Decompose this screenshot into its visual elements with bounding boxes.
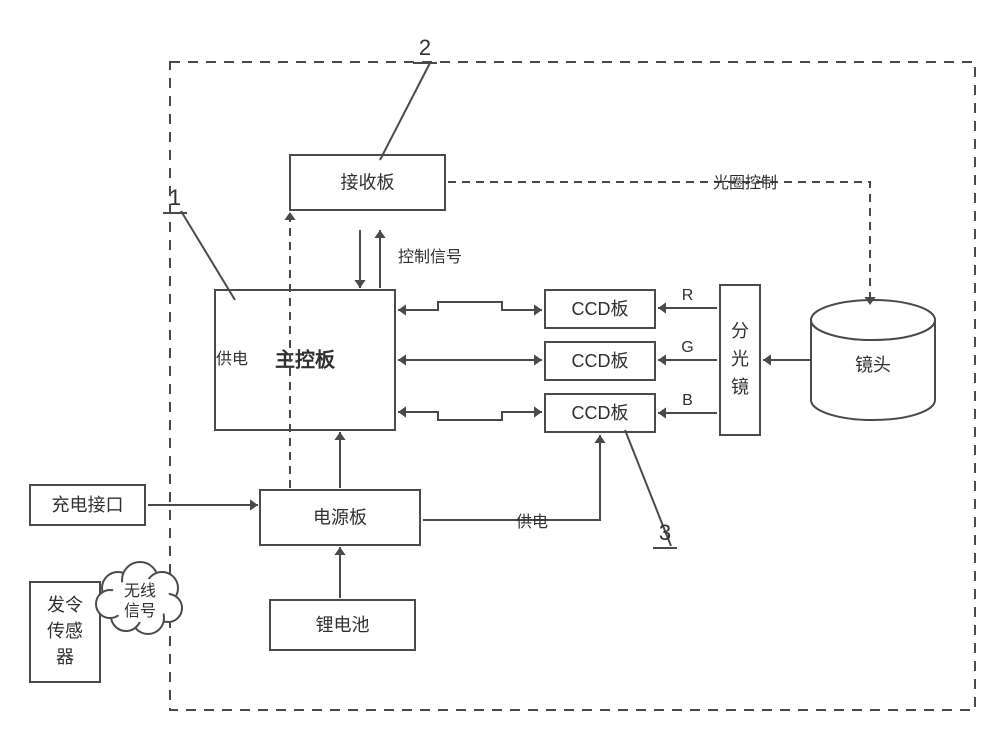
svg-text:CCD板: CCD板 (572, 351, 629, 371)
svg-text:控制信号: 控制信号 (398, 248, 462, 266)
svg-text:CCD板: CCD板 (572, 403, 629, 423)
svg-text:CCD板: CCD板 (572, 299, 629, 319)
svg-text:分: 分 (731, 321, 749, 341)
svg-text:充电接口: 充电接口 (52, 495, 124, 515)
svg-text:B: B (682, 392, 693, 409)
callout-line-1 (181, 211, 235, 300)
svg-text:R: R (682, 287, 694, 304)
svg-text:接收板: 接收板 (341, 172, 395, 192)
svg-text:信号: 信号 (124, 602, 156, 620)
svg-text:3: 3 (659, 520, 671, 545)
svg-text:电源板: 电源板 (313, 507, 367, 527)
svg-text:光: 光 (731, 349, 749, 369)
svg-text:无线: 无线 (124, 582, 156, 600)
svg-text:供电: 供电 (516, 513, 548, 531)
svg-text:光圈控制: 光圈控制 (713, 174, 777, 192)
svg-text:主控板: 主控板 (275, 347, 336, 371)
lens-top (811, 300, 935, 340)
svg-text:传感: 传感 (47, 621, 83, 641)
svg-text:发令: 发令 (47, 595, 83, 615)
svg-text:镜头: 镜头 (855, 355, 891, 375)
svg-text:锂电池: 锂电池 (316, 615, 370, 635)
aperture-control-line (448, 182, 870, 305)
svg-text:器: 器 (56, 647, 74, 667)
callout-line-2 (380, 61, 431, 160)
svg-text:G: G (681, 339, 693, 356)
power-to-ccd-line (423, 435, 600, 520)
svg-text:1: 1 (169, 185, 181, 210)
svg-text:2: 2 (419, 35, 431, 60)
svg-text:镜: 镜 (731, 377, 749, 397)
svg-text:供电: 供电 (216, 350, 248, 368)
